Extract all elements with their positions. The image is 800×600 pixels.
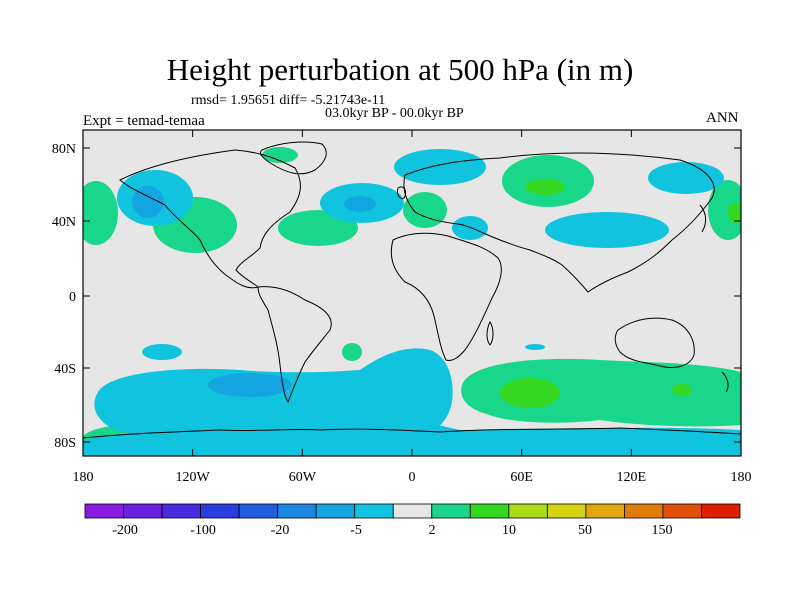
lon-tick-label: 60E xyxy=(510,470,533,485)
eurasia-coast xyxy=(403,152,715,293)
negative-anomaly-cores xyxy=(132,186,376,397)
contour-region xyxy=(394,149,486,185)
contour-region xyxy=(83,417,741,456)
plot-title: Height perturbation at 500 hPa (in m) xyxy=(166,52,634,87)
new-zealand-coast xyxy=(721,371,729,393)
contour-region xyxy=(525,179,565,195)
colorbar-swatch xyxy=(315,503,356,519)
colorbar-label: 2 xyxy=(429,523,436,538)
lat-tick-label: 40N xyxy=(52,215,76,230)
colorbar-swatch xyxy=(431,503,471,519)
greenland-coast xyxy=(259,141,327,175)
lon-tick-label: 180 xyxy=(731,470,752,485)
contour-region xyxy=(83,181,118,245)
colorbar-label: 150 xyxy=(652,523,673,538)
contour-region xyxy=(525,344,545,350)
contour-region xyxy=(545,212,669,248)
stats-label: rmsd= 1.95651 diff= -5.21743e-11 xyxy=(191,93,386,108)
colorbar-swatch xyxy=(469,503,510,519)
lon-tick-label: 0 xyxy=(409,470,416,485)
colorbar-label: -100 xyxy=(190,523,216,538)
japan-coast xyxy=(699,204,707,233)
colorbar-swatch xyxy=(392,503,433,519)
colorbar-swatch xyxy=(662,503,702,519)
colorbar-swatch xyxy=(277,503,317,519)
contour-region xyxy=(132,186,164,218)
south-america-coast xyxy=(257,286,332,404)
colorbar-swatch xyxy=(161,503,201,519)
positive-anomaly-cores xyxy=(500,179,741,408)
colorbar-swatch xyxy=(585,503,625,519)
lon-tick-label: 60W xyxy=(289,470,317,485)
contour-region xyxy=(344,196,376,212)
colorbar-swatch xyxy=(123,503,163,519)
colorbar-swatch xyxy=(508,503,548,519)
period-label: 03.0kyr BP - 00.0kyr BP xyxy=(325,106,464,121)
lat-tick-label: 80S xyxy=(54,436,76,451)
colorbar-swatch xyxy=(546,503,587,519)
contour-region xyxy=(461,358,741,427)
contour-region xyxy=(728,203,741,223)
lon-tick-label: 180 xyxy=(73,470,94,485)
contour-region xyxy=(708,180,741,240)
british-isles-coast xyxy=(397,186,407,199)
longitude-axis: 180 120W 60W 0 60E 120E 180 xyxy=(73,130,752,485)
lon-tick-label: 120E xyxy=(617,470,647,485)
colorbar-label: -20 xyxy=(271,523,290,538)
colorbar: -200 -100 -20 -5 2 10 50 150 xyxy=(84,503,741,538)
lat-tick-label: 40S xyxy=(54,362,76,377)
colorbar-label: -200 xyxy=(112,523,138,538)
colorbar-swatch xyxy=(354,503,394,519)
colorbar-label: 10 xyxy=(502,523,516,538)
contour-fields xyxy=(83,141,741,456)
colorbar-swatch xyxy=(84,503,124,519)
contour-region xyxy=(403,192,447,228)
contour-region xyxy=(142,344,182,360)
contour-region xyxy=(648,162,724,194)
colorbar-swatch xyxy=(238,503,279,519)
lat-tick-label: 80N xyxy=(52,142,76,157)
madagascar-coast xyxy=(486,321,494,346)
colorbar-label: -5 xyxy=(350,523,362,538)
contour-region xyxy=(342,343,362,361)
contour-region xyxy=(672,384,692,396)
africa-coast xyxy=(390,232,502,361)
colorbar-label: 50 xyxy=(578,523,592,538)
australia-coast xyxy=(614,317,695,369)
contour-region xyxy=(262,147,298,163)
colorbar-swatch xyxy=(701,503,741,519)
contour-region xyxy=(500,378,560,408)
experiment-label: Expt = temad-temaa xyxy=(83,113,205,129)
coastlines xyxy=(83,141,741,439)
lon-tick-label: 120W xyxy=(176,470,211,485)
antarctica-coast xyxy=(83,427,741,439)
north-america-coast xyxy=(119,149,301,289)
colorbar-swatch xyxy=(200,503,240,519)
contour-region xyxy=(208,373,292,397)
colorbar-swatch xyxy=(624,503,664,519)
latitude-axis: 80N 40N 0 40S 80S xyxy=(52,142,741,451)
season-label: ANN xyxy=(706,110,739,126)
lat-tick-label: 0 xyxy=(69,290,76,305)
